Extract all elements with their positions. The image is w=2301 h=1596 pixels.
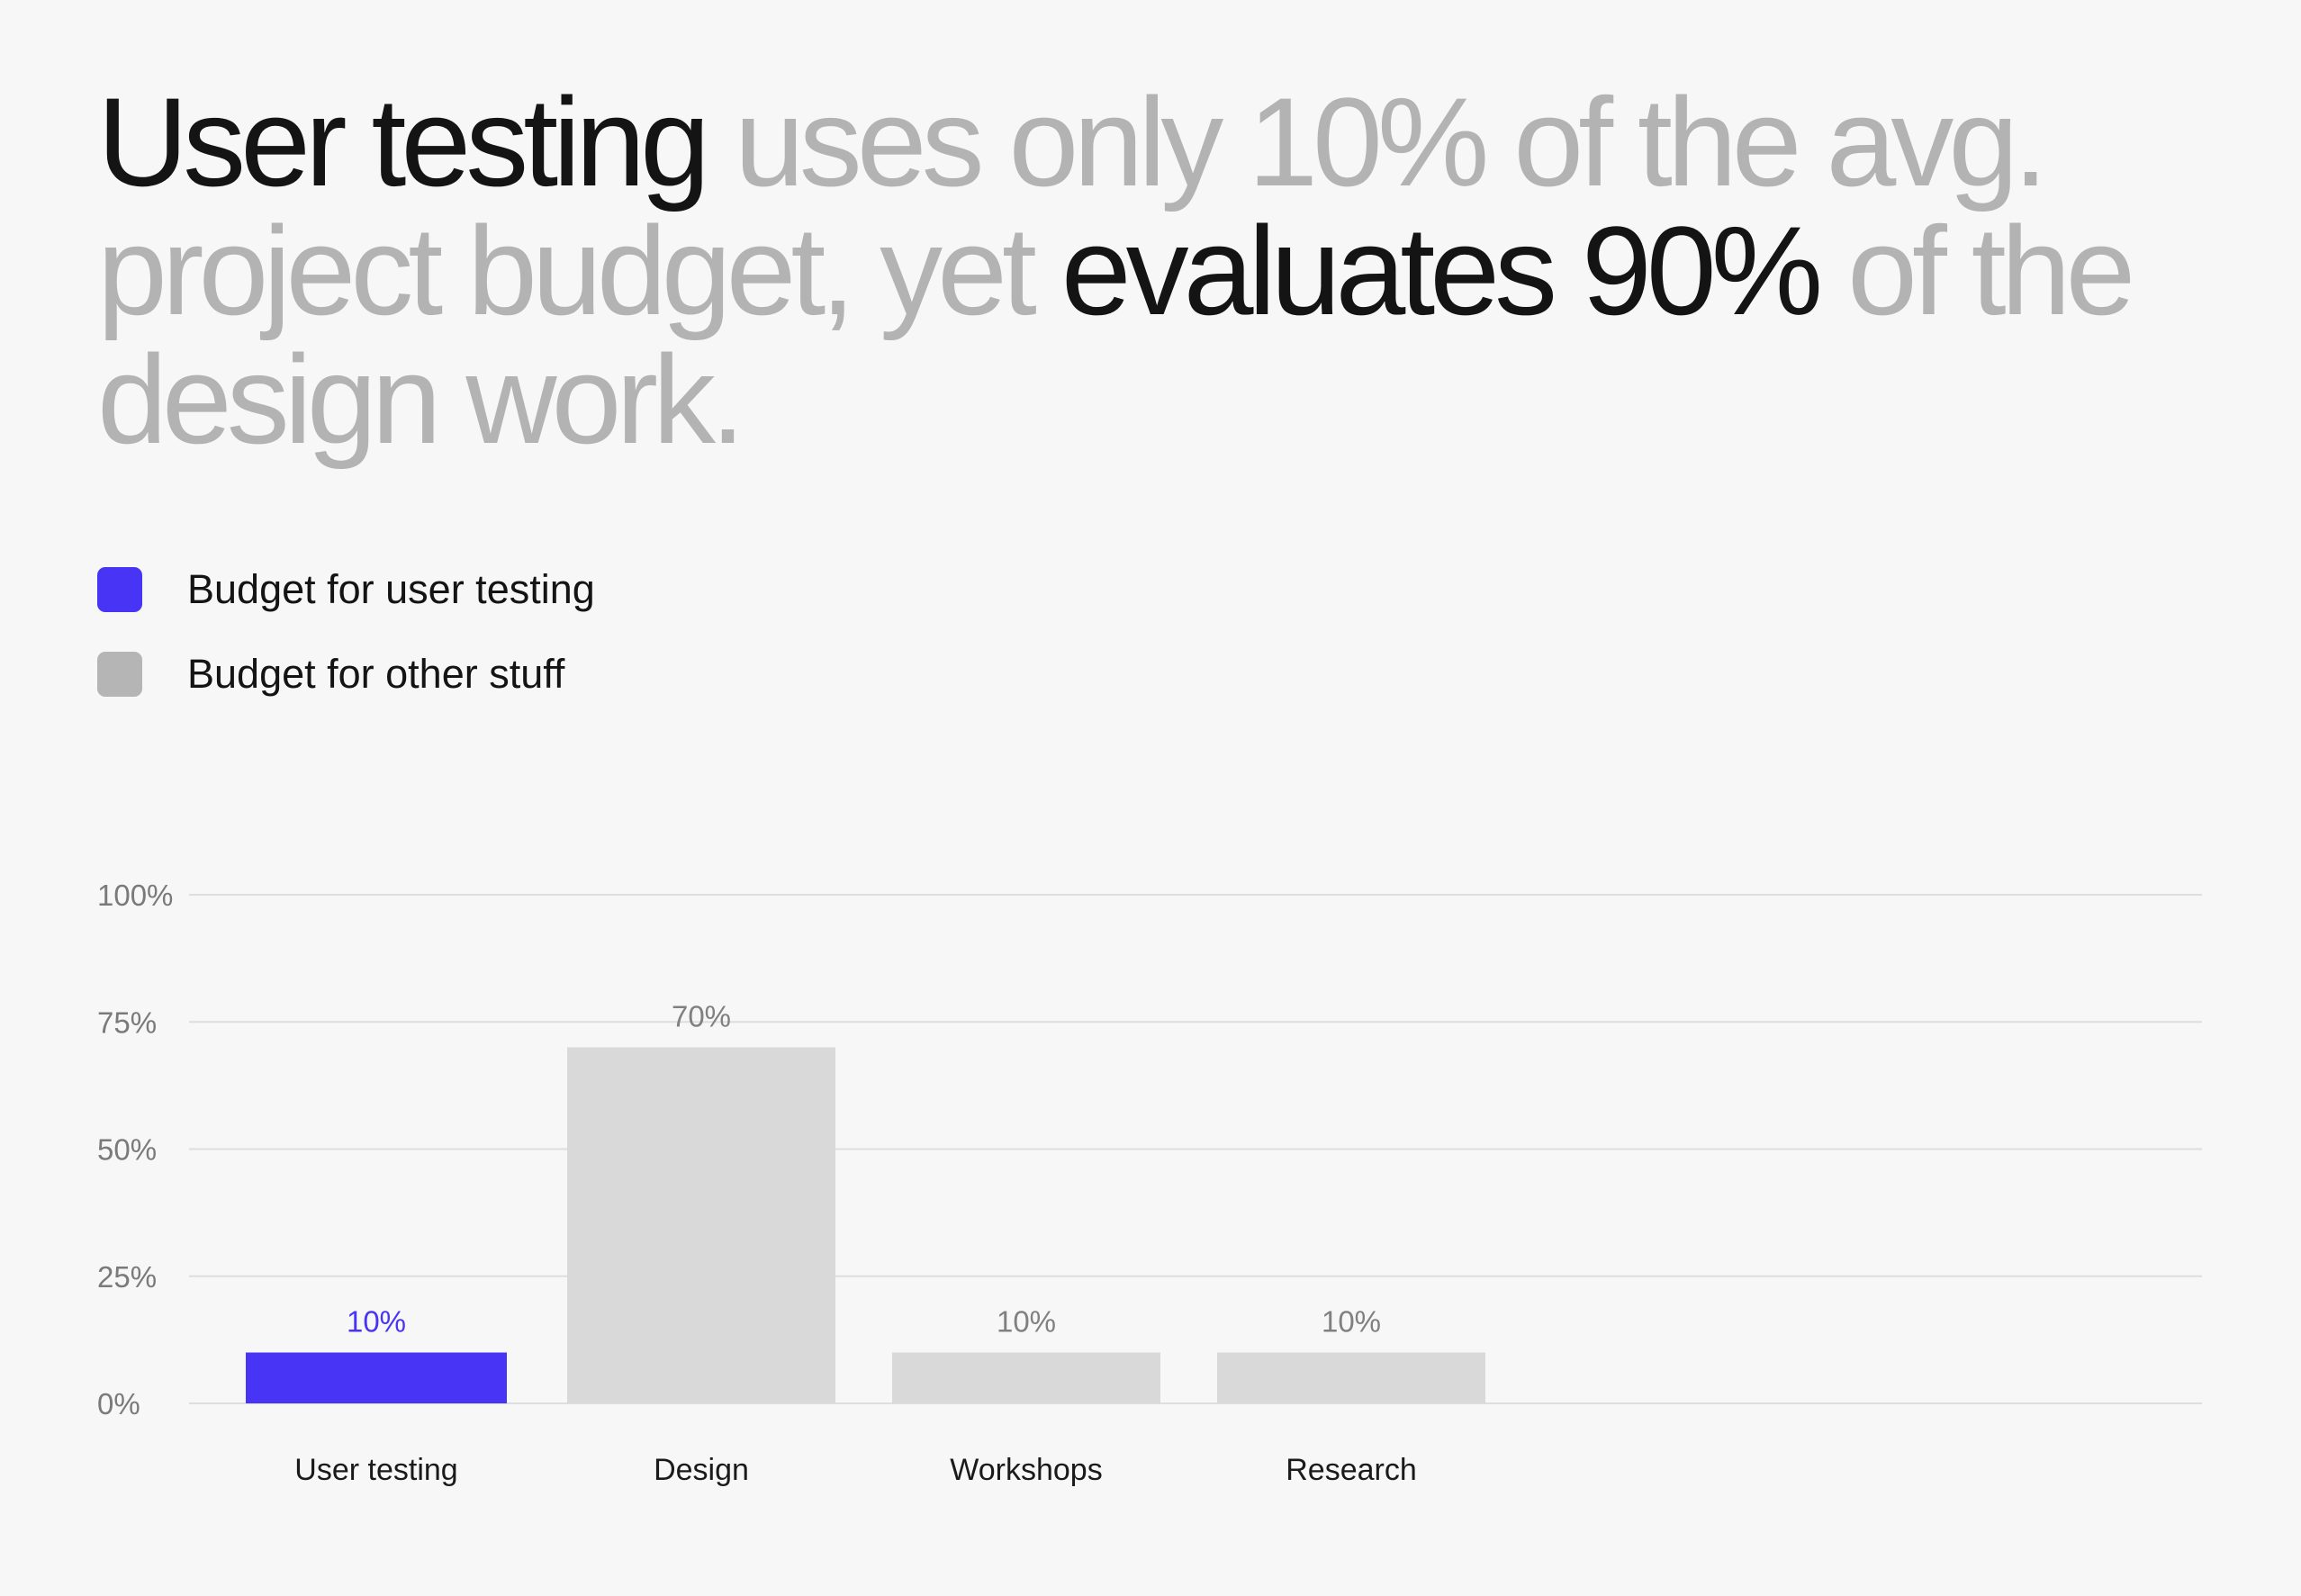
headline-text: of the design work. (97, 200, 2135, 470)
bar-value-label: 10% (347, 1305, 406, 1339)
y-tick-label: 50% (97, 1133, 157, 1167)
headline: User testing uses only 10% of the avg. p… (97, 77, 2168, 464)
bar (892, 1352, 1160, 1403)
bar-value-label: 10% (1322, 1305, 1381, 1339)
legend: Budget for user testing Budget for other … (97, 563, 595, 732)
headline-emphasis: evaluates 90% (1060, 200, 1823, 341)
y-tick-label: 25% (97, 1260, 157, 1294)
y-tick-label: 75% (97, 1005, 157, 1039)
x-category-label: Workshops (950, 1453, 1102, 1487)
legend-item: Budget for user testing (97, 563, 595, 617)
bar (567, 1047, 835, 1403)
bar-value-label: 70% (672, 1000, 731, 1033)
bar-value-label: 10% (997, 1305, 1056, 1339)
y-tick-label: 100% (97, 879, 173, 912)
legend-item: Budget for other stuff (97, 647, 595, 701)
x-category-label: User testing (294, 1453, 457, 1487)
headline-text: uses only 10% of the avg. project budget… (97, 71, 2048, 341)
x-category-label: Research (1286, 1453, 1417, 1487)
bar (246, 1352, 507, 1403)
y-tick-label: 0% (97, 1387, 140, 1420)
legend-label: Budget for user testing (187, 566, 595, 612)
legend-swatch (97, 652, 142, 697)
legend-label: Budget for other stuff (187, 651, 565, 697)
x-category-label: Design (654, 1453, 749, 1487)
headline-emphasis: User testing (97, 71, 710, 212)
legend-swatch (97, 567, 142, 612)
bar (1217, 1352, 1485, 1403)
